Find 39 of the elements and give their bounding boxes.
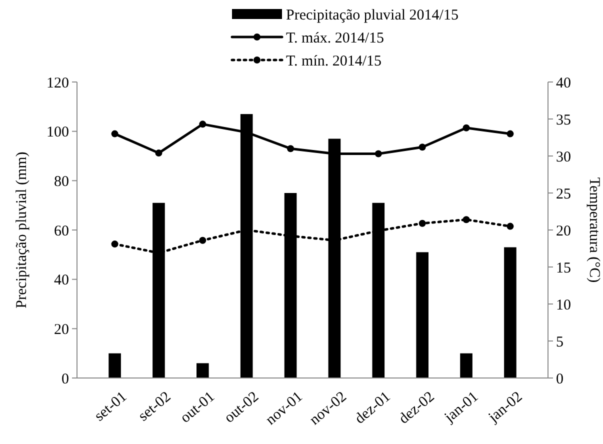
y-tick-label: 60 (54, 223, 69, 240)
y-tick-label: 100 (46, 124, 69, 141)
point (111, 240, 118, 248)
y2-tick-label: 5 (556, 334, 564, 350)
y-tick-label: 80 (54, 174, 69, 190)
bar (196, 363, 209, 378)
legend-label: T. mín. 2014/15 (286, 53, 382, 70)
bar (108, 353, 121, 378)
y-tick-label: 120 (46, 75, 69, 92)
point (199, 236, 206, 244)
y-axis-title: Precipitação pluvial (mm) (14, 152, 30, 308)
y2-tick-label: 35 (556, 112, 571, 128)
point (287, 145, 294, 152)
point (462, 124, 470, 132)
bar (504, 247, 516, 378)
y2-tick-label: 30 (556, 149, 571, 166)
legend-label: T. máx. 2014/15 (286, 30, 384, 46)
point (374, 150, 382, 158)
point (418, 144, 426, 151)
bar (416, 252, 428, 378)
bar (460, 353, 472, 378)
y-tick-label: 20 (54, 322, 69, 338)
y2-tick-label: 20 (556, 223, 571, 240)
point (506, 222, 514, 230)
y-tick-label: 40 (54, 272, 69, 289)
point (418, 220, 426, 227)
point (199, 120, 206, 128)
y2-tick-label: 0 (556, 371, 564, 388)
y2-tick-label: 10 (556, 297, 571, 314)
y2-axis-title: Temperatura (°C) (586, 177, 602, 283)
point (155, 150, 162, 157)
point (506, 130, 514, 138)
y2-tick-label: 25 (556, 186, 571, 202)
point (111, 130, 118, 138)
point (462, 216, 470, 224)
y-tick-label: 0 (62, 371, 69, 388)
y2-tick-label: 40 (556, 75, 571, 92)
legend-label: Precipitação pluvial 2014/15 (286, 7, 458, 24)
y2-tick-label: 15 (556, 260, 571, 276)
